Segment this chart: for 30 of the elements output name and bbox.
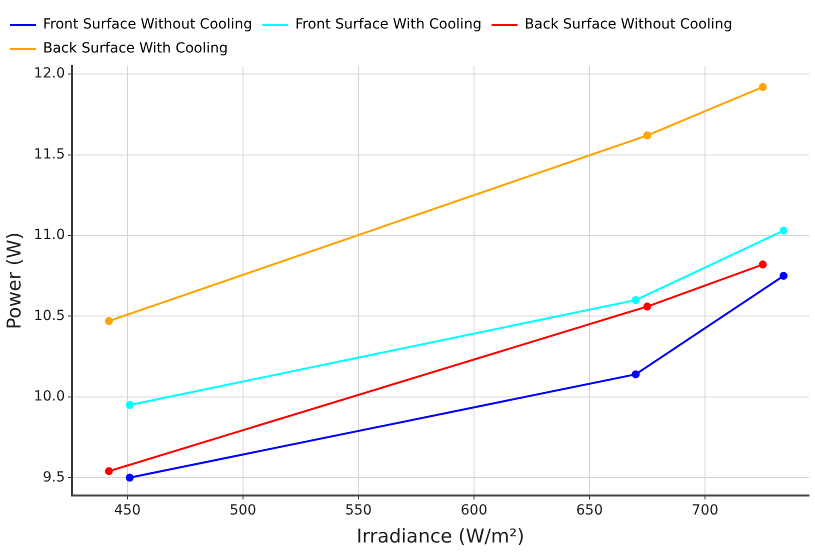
x-tick-label: 450 [114,502,141,518]
x-tick-label: 700 [692,502,718,518]
legend-label: Front Surface With Cooling [295,16,482,33]
y-axis-title: Power (W) [3,232,26,330]
x-tick-label: 600 [460,502,488,518]
x-tick-label: 550 [345,502,372,518]
point [780,272,788,280]
point [758,260,767,269]
x-axis-title: Irradiance (W/m²) [356,526,524,548]
point [758,82,767,91]
y-tick-label: 12.0 [34,66,65,82]
point [104,317,113,326]
point [780,226,788,235]
point [126,474,134,482]
legend-label: Back Surface With Cooling [43,40,228,57]
y-tick-label: 11.5 [34,146,65,162]
y-tick-label: 9.5 [42,469,65,486]
x-tick-label: 500 [230,502,256,518]
x-tick-label: 650 [576,502,603,518]
y-tick-label: 11.0 [34,227,65,244]
legend-label: Back Surface Without Cooling [524,16,732,33]
y-tick-label: 10.5 [34,308,65,324]
point [632,296,640,304]
point [643,302,652,311]
point [126,401,134,409]
point [632,370,640,378]
point [104,467,113,476]
legend-label: Front Surface Without Cooling [43,16,252,33]
y-tick-label: 10.0 [34,388,65,405]
point [643,131,652,140]
